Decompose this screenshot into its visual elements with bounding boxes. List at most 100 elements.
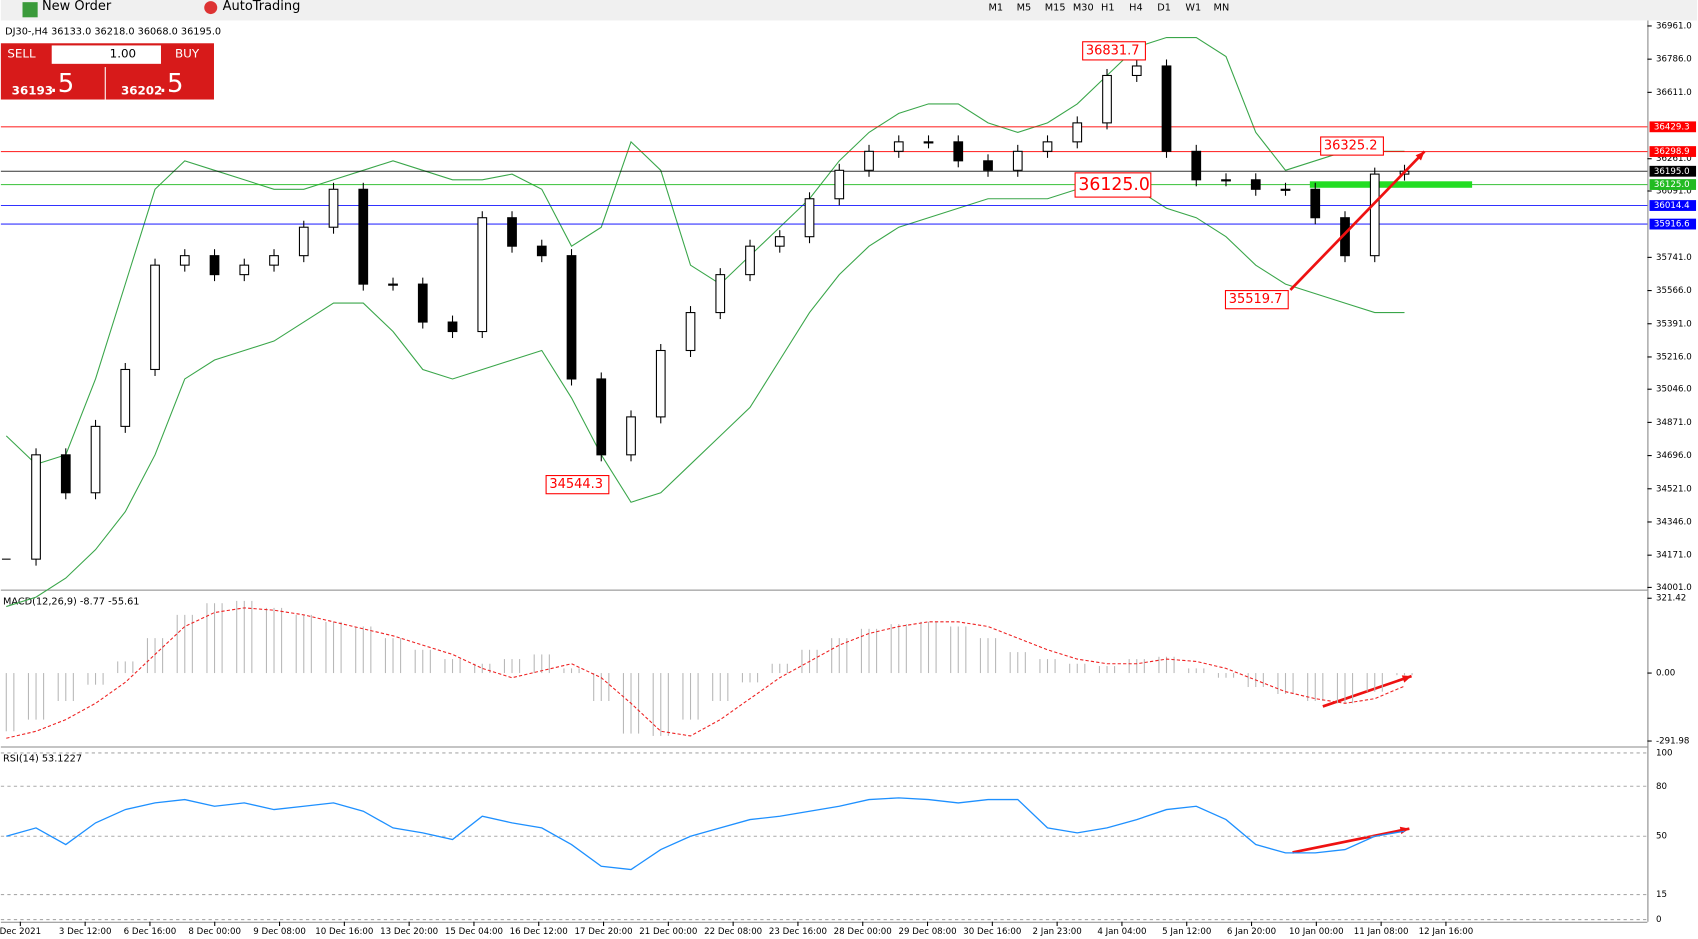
candle-body bbox=[893, 141, 904, 152]
candle-body bbox=[1310, 188, 1321, 219]
level-tag bbox=[1649, 179, 1697, 190]
time-label: 10 Jan 00:00 bbox=[1289, 927, 1344, 937]
timeframe-button[interactable]: M15 bbox=[1045, 3, 1066, 14]
timeframe-button[interactable]: MN bbox=[1214, 3, 1230, 14]
lot-box[interactable] bbox=[51, 45, 161, 64]
level-label: 36429.3 bbox=[1654, 122, 1690, 132]
buy-button[interactable]: BUY bbox=[175, 47, 200, 61]
price-label: 36611.0 bbox=[1656, 88, 1692, 98]
candle-body bbox=[745, 245, 755, 276]
candle-body bbox=[1161, 65, 1172, 152]
price-label: 35391.0 bbox=[1656, 319, 1692, 329]
ask-pips[interactable]: .5 bbox=[159, 69, 184, 99]
annotation: 35519.7 bbox=[1229, 292, 1283, 307]
time-label: Dec 2021 bbox=[0, 927, 41, 937]
candle-body bbox=[804, 198, 815, 238]
level-label: 35916.6 bbox=[1654, 220, 1690, 230]
candle-body bbox=[90, 425, 101, 494]
sell-button[interactable]: SELL bbox=[7, 47, 36, 61]
time-label: 17 Dec 20:00 bbox=[574, 927, 632, 937]
price-label: 35566.0 bbox=[1656, 286, 1692, 296]
timeframe-button[interactable]: M1 bbox=[989, 3, 1004, 14]
candle-body bbox=[209, 255, 220, 276]
price-label: 35046.0 bbox=[1656, 385, 1692, 395]
timeframe-button[interactable]: W1 bbox=[1185, 3, 1201, 14]
candle-body bbox=[120, 368, 131, 427]
rsi-tick-label: 15 bbox=[1656, 890, 1667, 900]
candle-body bbox=[715, 274, 726, 314]
candle-body bbox=[239, 264, 250, 276]
price-label: 34871.0 bbox=[1656, 418, 1692, 428]
level-tag bbox=[1649, 200, 1697, 211]
time-label: 21 Dec 00:00 bbox=[639, 927, 697, 937]
chart-window bbox=[0, 20, 1698, 939]
candle-body bbox=[447, 321, 458, 333]
candle-body bbox=[1280, 188, 1291, 191]
timeframe-button[interactable]: M5 bbox=[1017, 3, 1032, 14]
candle-body bbox=[923, 141, 934, 144]
macd-tick-label: 321.42 bbox=[1656, 594, 1686, 604]
candle-body bbox=[388, 283, 398, 286]
annotation: 36125.0 bbox=[1078, 175, 1150, 195]
time-label: 8 Dec 00:00 bbox=[188, 927, 241, 937]
candle-body bbox=[328, 188, 339, 228]
time-label: 3 Dec 12:00 bbox=[59, 927, 112, 937]
rsi-tick-label: 0 bbox=[1656, 915, 1662, 925]
candle-body bbox=[477, 217, 488, 333]
time-label: 5 Jan 12:00 bbox=[1162, 927, 1211, 937]
candle-body bbox=[150, 264, 160, 371]
macd-tick-label: -291.98 bbox=[1656, 737, 1689, 747]
candle-body bbox=[953, 141, 964, 162]
ask-price[interactable]: 36202 bbox=[121, 83, 162, 97]
timeframe-button[interactable]: D1 bbox=[1157, 3, 1171, 14]
arrow-head bbox=[1399, 826, 1410, 835]
level-label: 36298.9 bbox=[1654, 147, 1690, 157]
level-tag bbox=[1649, 121, 1697, 133]
level-tag bbox=[1649, 146, 1697, 157]
candle-body bbox=[655, 349, 666, 418]
annotation: 36831.7 bbox=[1086, 43, 1140, 58]
time-label: 13 Dec 20:00 bbox=[380, 927, 438, 937]
autotrading-button[interactable]: AutoTrading bbox=[223, 0, 301, 14]
trend-arrow bbox=[1292, 827, 1410, 854]
time-label: 29 Dec 08:00 bbox=[898, 927, 956, 937]
annotation-box bbox=[1320, 136, 1384, 156]
annotation: 34544.3 bbox=[549, 477, 603, 492]
timeframe-button[interactable]: H1 bbox=[1101, 3, 1114, 14]
candle-body bbox=[566, 255, 577, 380]
price-label: 34696.0 bbox=[1656, 451, 1692, 461]
candle-body bbox=[31, 454, 41, 560]
candle-body bbox=[864, 150, 874, 171]
lot-size[interactable]: 1.00 bbox=[110, 47, 136, 61]
time-label: 11 Jan 08:00 bbox=[1354, 927, 1409, 937]
timeframe-button[interactable]: M30 bbox=[1073, 3, 1094, 14]
bid-price[interactable]: 36193 bbox=[12, 83, 53, 97]
time-label: 28 Dec 00:00 bbox=[834, 927, 892, 937]
timeframe-button[interactable]: H4 bbox=[1129, 3, 1143, 14]
bollinger-band bbox=[6, 179, 1405, 608]
price-label: 36091.0 bbox=[1656, 186, 1692, 196]
candle-body bbox=[1042, 141, 1053, 152]
time-label: 6 Jan 20:00 bbox=[1227, 927, 1276, 937]
annotation-box bbox=[1082, 41, 1146, 61]
time-label: 30 Dec 16:00 bbox=[963, 927, 1021, 937]
candle-body bbox=[507, 217, 517, 247]
price-label: 34521.0 bbox=[1656, 484, 1692, 494]
annotation-box bbox=[1224, 290, 1289, 310]
new-order-icon[interactable] bbox=[22, 2, 38, 18]
price-label: 36261.0 bbox=[1656, 154, 1692, 164]
time-label: 2 Jan 23:00 bbox=[1033, 927, 1082, 937]
new-order-button[interactable]: New Order bbox=[42, 0, 112, 14]
level-label: 36195.0 bbox=[1654, 167, 1690, 177]
arrow-head bbox=[1401, 675, 1412, 683]
candle-body bbox=[298, 226, 309, 257]
rsi-tick-label: 50 bbox=[1656, 832, 1667, 842]
candle-body bbox=[834, 169, 845, 200]
chart-title: DJ30-,H4 36133.0 36218.0 36068.0 36195.0 bbox=[5, 26, 221, 37]
arrow-head bbox=[1415, 151, 1425, 161]
bid-pips[interactable]: .5 bbox=[50, 69, 75, 99]
trade-panel: SELL 1.00 BUY 36193 .5 36202 .5 bbox=[0, 43, 214, 100]
time-label: 22 Dec 08:00 bbox=[704, 927, 762, 937]
autotrading-icon[interactable] bbox=[204, 1, 218, 15]
